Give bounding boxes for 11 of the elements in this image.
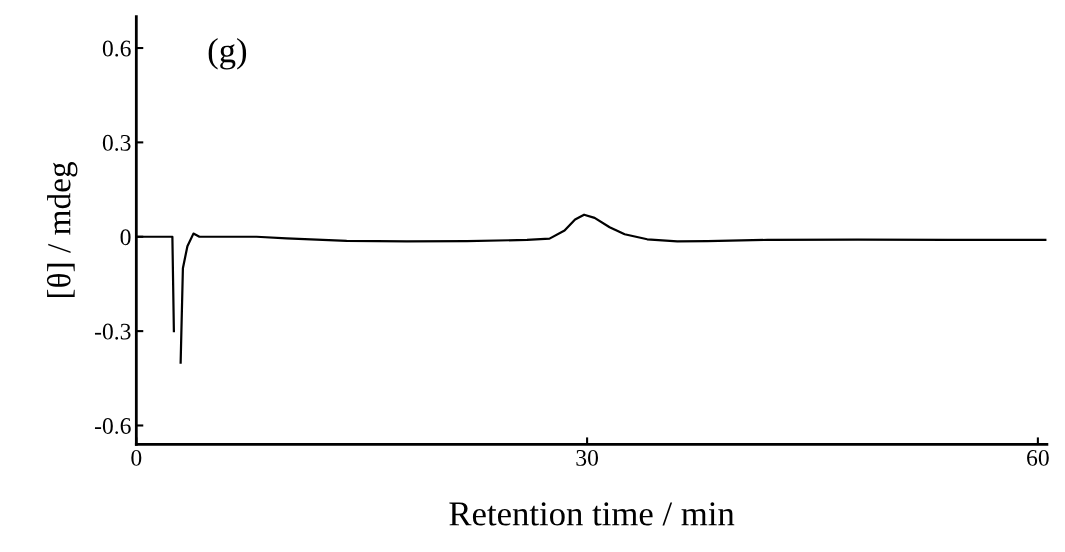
x-tick-label: 60 [1027, 449, 1049, 466]
annotation: (g) [208, 37, 247, 70]
y-tick-label: -0.6 [94, 417, 131, 435]
x-tick-label: 0 [131, 449, 142, 466]
y-tick-label: 0.3 [102, 134, 131, 151]
y-tick-label: -0.3 [94, 323, 131, 340]
x-tick-label: 30 [576, 449, 599, 466]
y-tick-label: 0 [120, 229, 131, 246]
y-tick-label: 0.6 [102, 40, 131, 57]
x-axis-title: Retention time / min [449, 502, 735, 526]
y-axis-title: [θ] / mdeg [46, 162, 78, 298]
